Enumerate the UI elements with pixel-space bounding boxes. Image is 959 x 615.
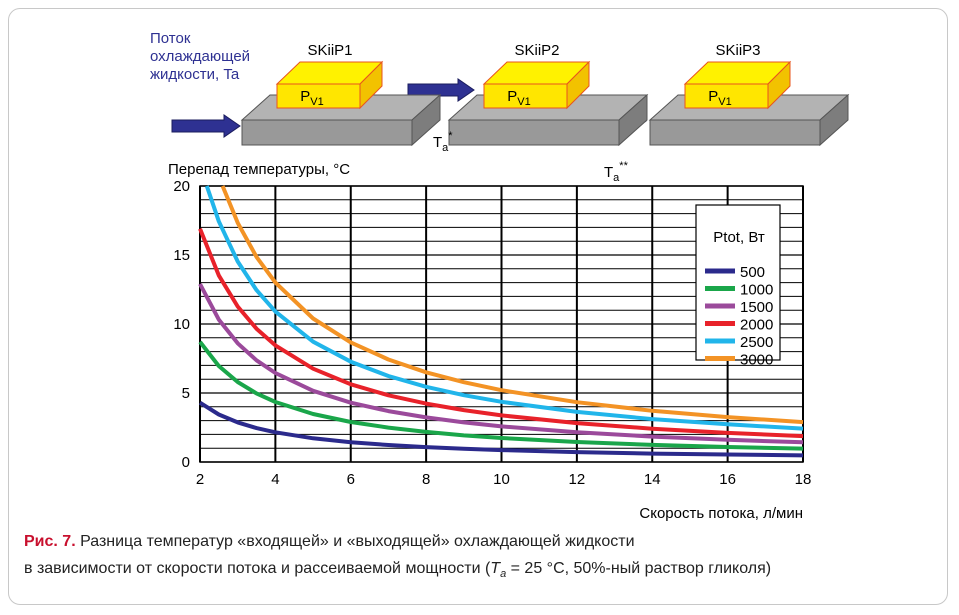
x-tick-label: 14	[644, 471, 661, 488]
flow-label: Поток	[150, 30, 191, 47]
heatsink-front	[242, 120, 412, 145]
power-symbol: P	[708, 88, 718, 105]
x-tick-label: 10	[493, 471, 510, 488]
temp-label: Ta**	[604, 160, 629, 184]
temp-symbol: T	[604, 164, 613, 181]
power-sub: V1	[310, 96, 323, 108]
caption-text: = 25 °C, 50%-ный раствор гликоля)	[506, 560, 771, 577]
y-axis-label: Перепад температуры, °C	[168, 161, 350, 178]
temp-sup: *	[448, 130, 453, 142]
y-tick-label: 15	[173, 247, 190, 264]
caption: Рис. 7. Разница температур «входящей» и …	[24, 528, 771, 588]
temp-sub: a	[613, 172, 620, 184]
y-tick-label: 0	[182, 454, 190, 471]
heatsink-front	[449, 120, 619, 145]
caption-line: Рис. 7. Разница температур «входящей» и …	[24, 528, 771, 555]
y-tick-label: 20	[173, 178, 190, 195]
temp-symbol: T	[433, 134, 442, 151]
x-tick-label: 18	[795, 471, 812, 488]
caption-text: Разница температур «входящей» и «выходящ…	[76, 533, 635, 550]
power-sub: V1	[718, 96, 731, 108]
temp-sup: **	[619, 160, 628, 172]
x-tick-label: 12	[569, 471, 586, 488]
caption-prefix: Рис. 7.	[24, 533, 76, 550]
module-label: SKiiP1	[307, 42, 352, 59]
power-symbol: P	[507, 88, 517, 105]
legend-label: 2000	[740, 317, 773, 334]
y-tick-label: 5	[182, 385, 190, 402]
caption-symbol: T	[490, 560, 500, 577]
caption-line: в зависимости от скорости потока и рассе…	[24, 555, 771, 588]
x-tick-label: 16	[719, 471, 736, 488]
x-tick-label: 2	[196, 471, 204, 488]
x-tick-label: 8	[422, 471, 430, 488]
power-symbol: P	[300, 88, 310, 105]
x-axis-label: Скорость потока, л/мин	[639, 505, 803, 522]
y-tick-label: 10	[173, 316, 190, 333]
module-label: SKiiP2	[514, 42, 559, 59]
flow-arrow	[172, 115, 240, 137]
caption-text: в зависимости от скорости потока и рассе…	[24, 560, 490, 577]
heatsink-front	[650, 120, 820, 145]
flow-label: охлаждающей	[150, 48, 250, 65]
temp-sub: a	[442, 142, 449, 154]
legend-label: 1000	[740, 282, 773, 299]
legend-title: Ptot, Вт	[713, 229, 765, 246]
module-label: SKiiP3	[715, 42, 760, 59]
legend-label: 2500	[740, 334, 773, 351]
legend-label: 500	[740, 264, 765, 281]
x-tick-label: 6	[347, 471, 355, 488]
power-sub: V1	[517, 96, 530, 108]
flow-label: жидкости, Ta	[150, 66, 240, 83]
page: Потокохлаждающейжидкости, TaSKiiP1PV1SKi…	[0, 0, 959, 615]
x-tick-label: 4	[271, 471, 279, 488]
chart: Потокохлаждающейжидкости, TaSKiiP1PV1SKi…	[0, 0, 959, 615]
legend-label: 3000	[740, 352, 773, 369]
legend-label: 1500	[740, 299, 773, 316]
